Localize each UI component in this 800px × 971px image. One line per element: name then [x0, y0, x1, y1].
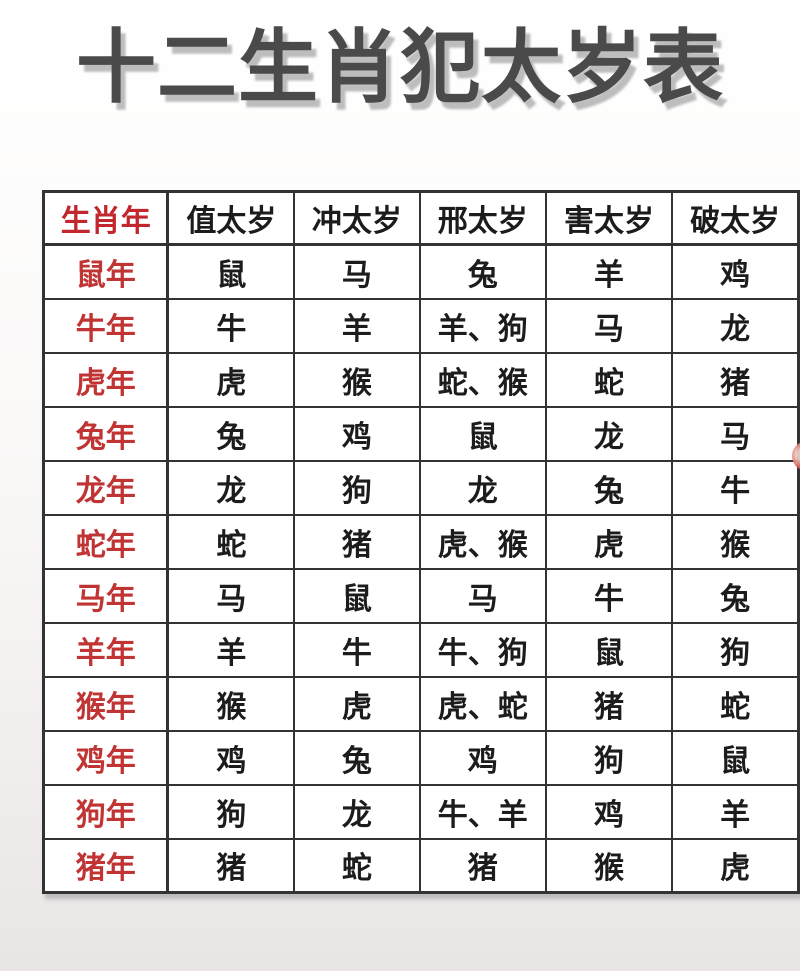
zodiac-cell: 牛: [293, 621, 421, 678]
table-body: 鼠年鼠马兔羊鸡牛年牛羊羊、狗马龙虎年虎猴蛇、猴蛇猪兔年兔鸡鼠龙马龙年龙狗龙兔牛蛇…: [42, 243, 800, 894]
header-cell: 破太岁: [671, 190, 800, 246]
year-cell: 牛年: [42, 297, 170, 354]
zodiac-cell: 鸡: [293, 405, 421, 462]
zodiac-cell: 羊、狗: [418, 297, 547, 354]
header-cell: 值太岁: [166, 190, 296, 246]
zodiac-cell: 鼠: [293, 567, 421, 624]
zodiac-cell: 猪: [418, 837, 547, 894]
zodiac-cell: 虎: [544, 513, 674, 570]
zodiac-cell: 牛: [671, 459, 800, 516]
taisui-table: 生肖年 值太岁 冲太岁 邢太岁 害太岁 破太岁 鼠年鼠马兔羊鸡牛年牛羊羊、狗马龙虎年虎猴蛇…: [42, 190, 800, 894]
zodiac-cell: 蛇: [293, 837, 421, 894]
zodiac-cell: 龙: [293, 783, 421, 840]
table-row: 龙年龙狗龙兔牛: [42, 459, 800, 516]
zodiac-cell: 鸡: [418, 729, 547, 786]
header-row: 生肖年 值太岁 冲太岁 邢太岁 害太岁 破太岁: [42, 190, 800, 246]
zodiac-cell: 蛇: [166, 513, 296, 570]
year-cell: 狗年: [42, 783, 170, 840]
year-cell: 蛇年: [42, 513, 170, 570]
zodiac-cell: 龙: [418, 459, 547, 516]
table-row: 猴年猴虎虎、蛇猪蛇: [42, 675, 800, 732]
zodiac-cell: 兔: [544, 459, 674, 516]
year-cell: 猴年: [42, 675, 170, 732]
zodiac-cell: 马: [293, 243, 421, 300]
year-cell: 兔年: [42, 405, 170, 462]
zodiac-cell: 猴: [544, 837, 674, 894]
year-cell: 鼠年: [42, 243, 170, 300]
year-cell: 猪年: [42, 837, 170, 894]
zodiac-cell: 蛇、猴: [418, 351, 547, 408]
header-cell: 冲太岁: [293, 190, 421, 246]
zodiac-cell: 牛、羊: [418, 783, 547, 840]
zodiac-cell: 虎: [671, 837, 800, 894]
zodiac-cell: 羊: [293, 297, 421, 354]
table-row: 羊年羊牛牛、狗鼠狗: [42, 621, 800, 678]
zodiac-cell: 猪: [166, 837, 296, 894]
table-row: 牛年牛羊羊、狗马龙: [42, 297, 800, 354]
zodiac-cell: 鸡: [671, 243, 800, 300]
zodiac-cell: 狗: [544, 729, 674, 786]
zodiac-cell: 狗: [293, 459, 421, 516]
zodiac-cell: 羊: [671, 783, 800, 840]
table-row: 狗年狗龙牛、羊鸡羊: [42, 783, 800, 840]
table-row: 蛇年蛇猪虎、猴虎猴: [42, 513, 800, 570]
zodiac-cell: 猪: [671, 351, 800, 408]
zodiac-cell: 虎: [166, 351, 296, 408]
zodiac-cell: 猪: [293, 513, 421, 570]
table-row: 马年马鼠马牛兔: [42, 567, 800, 624]
zodiac-cell: 龙: [166, 459, 296, 516]
zodiac-cell: 鼠: [544, 621, 674, 678]
zodiac-cell: 蛇: [544, 351, 674, 408]
zodiac-cell: 虎、蛇: [418, 675, 547, 732]
zodiac-cell: 猴: [166, 675, 296, 732]
zodiac-cell: 龙: [544, 405, 674, 462]
zodiac-cell: 马: [544, 297, 674, 354]
table-row: 兔年兔鸡鼠龙马: [42, 405, 800, 462]
table-head: 生肖年 值太岁 冲太岁 邢太岁 害太岁 破太岁: [42, 190, 800, 246]
zodiac-cell: 羊: [544, 243, 674, 300]
year-cell: 马年: [42, 567, 170, 624]
zodiac-cell: 鼠: [166, 243, 296, 300]
zodiac-cell: 猪: [544, 675, 674, 732]
zodiac-cell: 蛇: [671, 675, 800, 732]
zodiac-cell: 虎、猴: [418, 513, 547, 570]
zodiac-cell: 兔: [671, 567, 800, 624]
zodiac-cell: 马: [418, 567, 547, 624]
zodiac-cell: 鸡: [166, 729, 296, 786]
year-cell: 鸡年: [42, 729, 170, 786]
zodiac-cell: 狗: [671, 621, 800, 678]
zodiac-cell: 猴: [293, 351, 421, 408]
table-row: 鼠年鼠马兔羊鸡: [42, 243, 800, 300]
zodiac-cell: 鼠: [418, 405, 547, 462]
zodiac-cell: 龙: [671, 297, 800, 354]
header-cell: 害太岁: [544, 190, 674, 246]
zodiac-cell: 牛: [544, 567, 674, 624]
year-cell: 羊年: [42, 621, 170, 678]
zodiac-cell: 兔: [293, 729, 421, 786]
red-sticker-icon: [792, 441, 800, 471]
page-title: 十二生肖犯太岁表: [76, 23, 724, 112]
zodiac-cell: 羊: [166, 621, 296, 678]
zodiac-cell: 虎: [293, 675, 421, 732]
zodiac-cell: 兔: [418, 243, 547, 300]
zodiac-cell: 牛: [166, 297, 296, 354]
table-row: 鸡年鸡兔鸡狗鼠: [42, 729, 800, 786]
year-cell: 龙年: [42, 459, 170, 516]
zodiac-cell: 马: [166, 567, 296, 624]
zodiac-cell: 狗: [166, 783, 296, 840]
year-cell: 虎年: [42, 351, 170, 408]
zodiac-cell: 马: [671, 405, 800, 462]
header-cell: 邢太岁: [418, 190, 547, 246]
zodiac-cell: 兔: [166, 405, 296, 462]
table-row: 猪年猪蛇猪猴虎: [42, 837, 800, 894]
zodiac-cell: 牛、狗: [418, 621, 547, 678]
zodiac-cell: 鼠: [671, 729, 800, 786]
table-row: 虎年虎猴蛇、猴蛇猪: [42, 351, 800, 408]
header-zodiac-year: 生肖年: [42, 190, 170, 246]
zodiac-cell: 猴: [671, 513, 800, 570]
zodiac-cell: 鸡: [544, 783, 674, 840]
